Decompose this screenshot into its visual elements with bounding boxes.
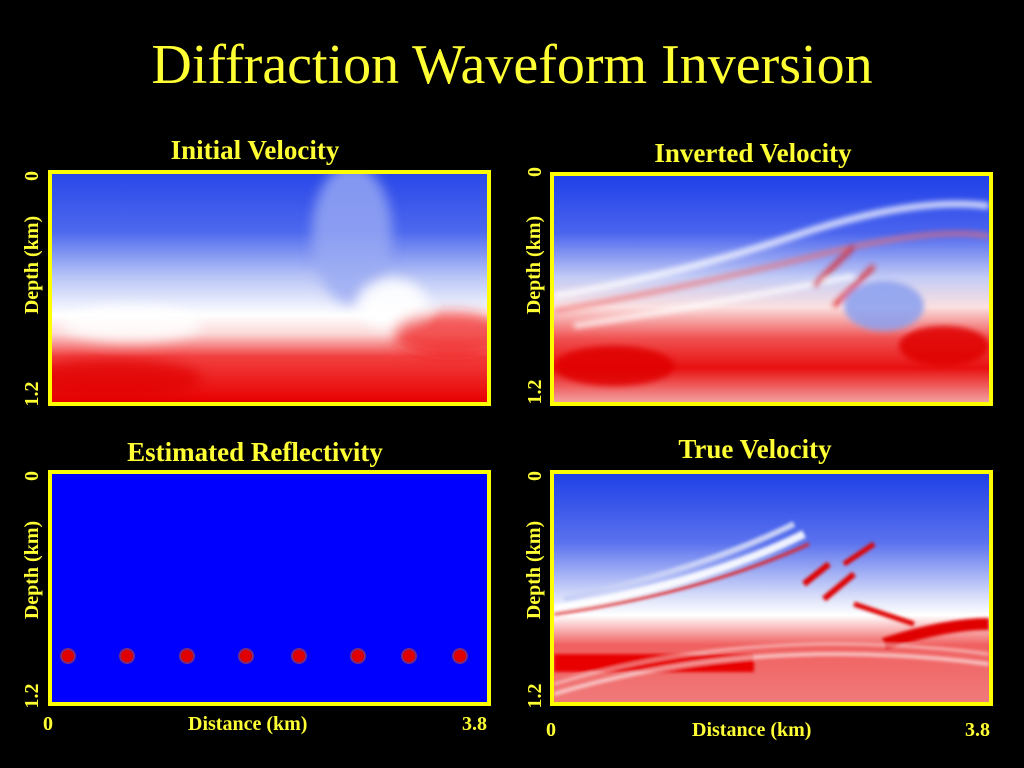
depth-tick-0: 0 (524, 471, 546, 481)
distance-tick-0: 0 (546, 719, 556, 741)
initial-velocity-title: Initial Velocity (170, 135, 340, 165)
estimated-reflectivity-image (48, 470, 491, 706)
depth-tick-1-2: 1.2 (524, 683, 546, 709)
source-dot (452, 648, 468, 664)
distance-axis-label: Distance (km) (692, 719, 812, 741)
depth-tick-0: 0 (524, 167, 546, 177)
distance-axis-label: Distance (km) (188, 713, 308, 735)
depth-tick-0: 0 (21, 471, 43, 481)
inverted-velocity-title: Inverted Velocity (654, 138, 852, 168)
slide-title: Diffraction Waveform Inversion (151, 34, 873, 96)
depth-tick-0: 0 (21, 171, 43, 181)
source-dot (350, 648, 366, 664)
estimated-reflectivity-title: Estimated Reflectivity (127, 437, 383, 467)
source-dot (179, 648, 195, 664)
depth-axis-label: Depth (km) (21, 215, 43, 315)
depth-axis-label: Depth (km) (523, 215, 545, 315)
distance-tick-0: 0 (43, 713, 53, 735)
distance-tick-3-8: 3.8 (965, 719, 990, 741)
distance-tick-3-8: 3.8 (462, 713, 487, 735)
depth-tick-1-2: 1.2 (21, 683, 43, 709)
true-velocity-title: True Velocity (678, 434, 832, 464)
initial-velocity-image (48, 170, 491, 406)
source-dot (238, 648, 254, 664)
inverted-velocity-image (550, 172, 993, 406)
source-dot (401, 648, 417, 664)
source-dot (291, 648, 307, 664)
depth-axis-label: Depth (km) (523, 520, 545, 620)
depth-axis-label: Depth (km) (21, 520, 43, 620)
true-velocity-image (550, 470, 993, 706)
depth-tick-1-2: 1.2 (524, 379, 546, 405)
depth-tick-1-2: 1.2 (21, 381, 43, 407)
source-dot (60, 648, 76, 664)
source-dot (119, 648, 135, 664)
